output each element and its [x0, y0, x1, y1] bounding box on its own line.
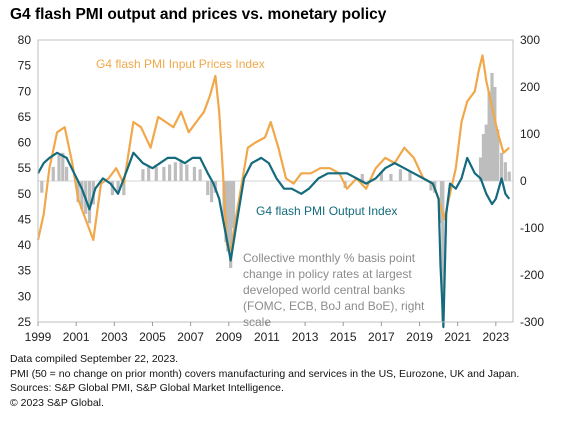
- policy-label-line: change in policy rates at largest: [243, 267, 412, 281]
- policy-bar: [80, 181, 84, 210]
- right-axis-tick: 300: [520, 33, 540, 47]
- policy-bar: [429, 181, 433, 191]
- left-axis-tick: 65: [18, 110, 32, 124]
- policy-bar: [229, 181, 233, 268]
- x-axis-tick: 2007: [177, 330, 204, 344]
- policy-bar: [147, 166, 151, 181]
- x-axis-tick: 2021: [444, 330, 471, 344]
- right-axis-tick: -300: [520, 315, 544, 329]
- policy-bar: [360, 173, 364, 181]
- policy-bar: [496, 129, 500, 181]
- policy-bar: [162, 166, 166, 181]
- input-prices-series: [36, 54, 510, 252]
- policy-bar: [51, 166, 55, 181]
- policy-bar: [116, 181, 120, 193]
- policy-bar: [198, 169, 202, 181]
- policy-bar: [168, 164, 172, 181]
- left-axis-tick: 30: [18, 289, 32, 303]
- input-prices-label: G4 flash PMI Input Prices Index: [96, 57, 265, 71]
- policy-bar: [87, 181, 92, 224]
- policy-label-line: (FOMC, ECB, BoJ and BoE), right: [243, 299, 425, 313]
- policy-label-line: scale: [243, 315, 271, 329]
- x-axis-tick: 2005: [139, 330, 166, 344]
- policy-bar: [231, 181, 236, 228]
- left-axis-tick: 40: [18, 238, 32, 252]
- input-prices-line: [36, 54, 510, 252]
- policy-label-line: developed world central banks: [243, 283, 405, 297]
- x-axis-tick: 2011: [254, 330, 280, 344]
- left-axis-tick: 45: [18, 212, 32, 226]
- policy-bar: [179, 159, 183, 181]
- policy-bar: [493, 87, 497, 181]
- policy-bar: [484, 124, 488, 181]
- policy-bar: [192, 166, 197, 181]
- policy-bar: [141, 169, 145, 181]
- policy-bar: [173, 162, 177, 181]
- left-axis-tick: 75: [18, 59, 32, 73]
- footer-pmi-note: PMI (50 = no change on prior month) cove…: [10, 367, 520, 380]
- policy-bar: [398, 169, 403, 181]
- x-axis-tick: 2009: [215, 330, 242, 344]
- policy-bar: [490, 72, 494, 181]
- chart-labels: G4 flash PMI Input Prices Index G4 flash …: [96, 57, 425, 329]
- output-label: G4 flash PMI Output Index: [256, 204, 397, 218]
- policy-bar: [154, 166, 158, 181]
- footer-copyright: © 2023 S&P Global.: [10, 396, 104, 409]
- policy-bar: [478, 157, 483, 181]
- policy-label-line: Collective monthly % basis point: [243, 251, 416, 265]
- right-axis-tick: 0: [520, 174, 527, 188]
- policy-bar: [57, 155, 61, 181]
- footer-sources: Sources: S&P Global PMI, S&P Global Mark…: [10, 382, 284, 394]
- policy-bar: [110, 181, 114, 196]
- right-axis-tick: -200: [520, 268, 544, 282]
- policy-bar: [206, 181, 210, 196]
- policy-bar: [65, 166, 69, 181]
- chart-svg: 25 30 35 40 45 50 55 60 65 70 75 80 -300 -200 -100 0 100…: [18, 33, 545, 344]
- left-axis-tick: 55: [18, 161, 32, 175]
- policy-bar: [185, 164, 189, 181]
- left-axis-tick: 50: [18, 187, 32, 201]
- policy-bar: [61, 152, 65, 181]
- chart-title: G4 flash PMI output and prices vs. monet…: [10, 6, 387, 23]
- policy-bar: [408, 171, 412, 181]
- output-line: [37, 151, 511, 329]
- x-axis-tick: 2015: [330, 330, 357, 344]
- footer-date: Data compiled September 22, 2023.: [10, 353, 179, 365]
- chart-axes: 25 30 35 40 45 50 55 60 65 70 75 80 -300 -200 -100 0 100…: [18, 33, 545, 344]
- x-axis-tick: 2013: [292, 330, 319, 344]
- left-axis-tick: 60: [18, 136, 32, 150]
- policy-bar: [499, 152, 504, 181]
- policy-bar: [76, 181, 80, 203]
- left-axis-tick: 25: [18, 315, 32, 329]
- policy-bar: [226, 181, 230, 252]
- policy-bar: [507, 171, 511, 181]
- left-axis-tick: 80: [18, 33, 32, 47]
- x-axis-tick: 2023: [482, 330, 509, 344]
- right-axis-tick: 200: [520, 80, 540, 94]
- x-axis-tick: 2003: [101, 330, 128, 344]
- right-axis-tick: 100: [520, 127, 540, 141]
- left-axis-tick: 70: [18, 84, 32, 98]
- policy-bar: [487, 91, 491, 181]
- output-series: [37, 151, 511, 329]
- policy-bar: [389, 173, 393, 181]
- plot-frame: [37, 39, 514, 323]
- footer-notes: Data compiled September 22, 2023. PMI (5…: [10, 352, 519, 410]
- right-axis-tick: -100: [520, 221, 544, 235]
- x-axis-tick: 2017: [368, 330, 395, 344]
- policy-bar: [122, 181, 126, 196]
- policy-bar: [379, 171, 383, 181]
- policy-bar: [481, 134, 486, 181]
- policy-bar: [441, 181, 445, 322]
- x-axis-tick: 2001: [63, 330, 90, 344]
- x-axis-tick: 2019: [406, 330, 433, 344]
- x-axis-tick: 1999: [25, 330, 52, 344]
- policy-bar: [503, 162, 507, 181]
- left-axis-tick: 35: [18, 264, 32, 278]
- policy-bar: [209, 181, 214, 203]
- policy-bar: [40, 181, 44, 193]
